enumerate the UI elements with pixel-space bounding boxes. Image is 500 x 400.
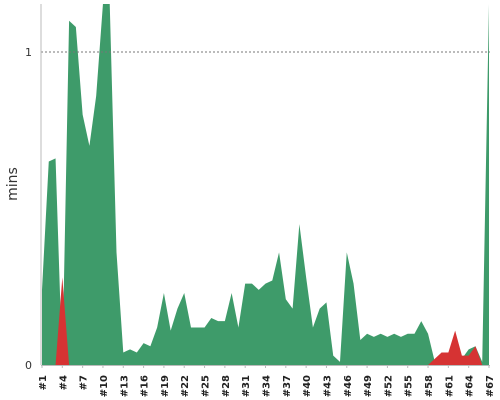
x-tick-label: #31	[241, 375, 252, 397]
x-tick-label: #10	[99, 375, 110, 397]
x-tick-label: #40	[302, 375, 313, 397]
x-tick-label: #49	[363, 375, 374, 397]
x-tick-label: #43	[322, 375, 333, 397]
x-tick-label: #64	[465, 375, 476, 397]
plot-area	[42, 4, 489, 365]
x-tick-label: #4	[58, 375, 69, 390]
y-tick-label: 1	[25, 46, 32, 59]
x-tick-label: #16	[140, 375, 151, 397]
x-tick-label: #61	[444, 375, 455, 397]
series-1-area	[42, 277, 489, 365]
y-axis-title: mins	[5, 167, 21, 201]
x-tick-label: #7	[79, 375, 90, 390]
x-tick-label: #22	[180, 375, 191, 397]
x-tick-label: #34	[262, 375, 273, 397]
x-tick-label: #1	[38, 375, 49, 390]
x-tick-label: #55	[404, 375, 415, 397]
x-tick-label: #58	[424, 375, 435, 397]
x-tick-label: #28	[221, 375, 232, 397]
x-tick-label: #37	[282, 375, 293, 397]
y-tick-label: 0	[25, 359, 32, 372]
series-0-area	[42, 4, 489, 365]
x-tick-label: #19	[160, 375, 171, 397]
x-tick-label: #46	[343, 375, 354, 397]
x-tick-label: #25	[201, 375, 212, 397]
x-tick-label: #13	[119, 375, 130, 397]
x-tick-label: #67	[485, 375, 496, 397]
axes: 0 1 #1 #4 #7 #10 #13 #16 #19 #22 #25 #28 #31 #34 #37 #4…	[25, 4, 496, 397]
x-tick-label: #52	[383, 375, 394, 397]
